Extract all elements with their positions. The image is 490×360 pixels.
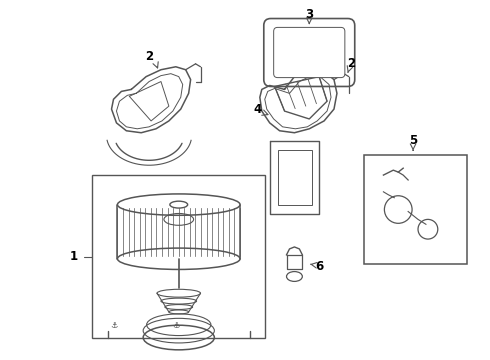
Text: 3: 3 [305, 8, 313, 21]
Text: ⚓: ⚓ [110, 321, 117, 330]
FancyBboxPatch shape [264, 18, 355, 86]
Text: ⚓: ⚓ [172, 321, 179, 330]
Bar [92, 175, 265, 338]
Text: 1: 1 [70, 250, 78, 263]
Text: 4: 4 [254, 103, 262, 116]
Text: 2: 2 [347, 57, 355, 70]
Bar [278, 150, 312, 204]
FancyBboxPatch shape [274, 27, 345, 78]
Text: 5: 5 [409, 134, 417, 147]
Bar [364, 156, 467, 264]
Text: 2: 2 [145, 50, 153, 63]
Text: 6: 6 [315, 260, 323, 273]
